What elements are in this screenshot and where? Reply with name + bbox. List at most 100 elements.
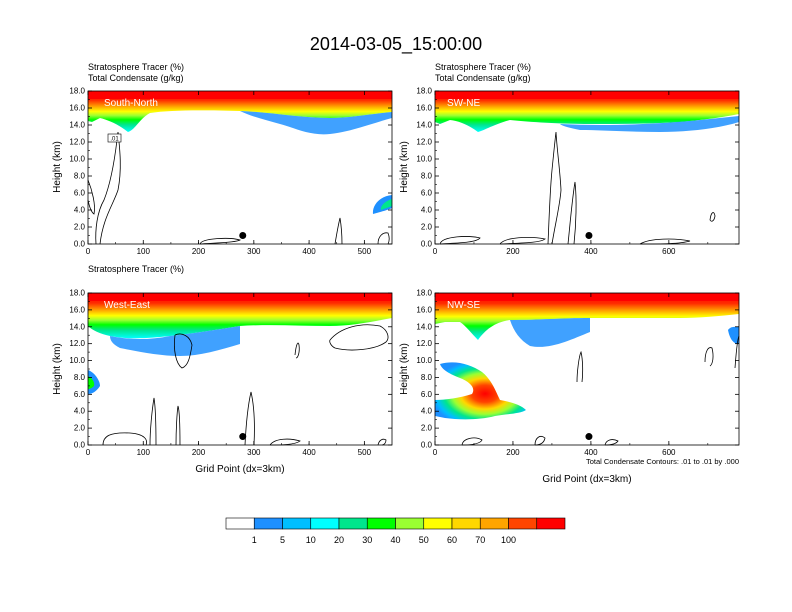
y-tick-label: 14.0 xyxy=(416,322,432,331)
panel-west-east: Stratosphere Tracer (%) West-East 0.0 2.0… xyxy=(52,264,393,475)
condensate-contour xyxy=(567,181,577,245)
colorbar-swatch xyxy=(395,517,425,530)
y-tick-label: 16.0 xyxy=(69,305,85,314)
x-tick-label: 0 xyxy=(86,247,91,256)
x-axis-label: Grid Point (dx=3km) xyxy=(195,464,284,475)
axes: 0.0 2.0 4.0 6.0 8.0 10.0 12.0 14.0 16.0 18.0 0 200 4… xyxy=(416,289,739,457)
x-tick-label: 600 xyxy=(662,448,676,457)
colorbar-swatch xyxy=(536,517,566,530)
plot-area: SW-NE xyxy=(434,90,740,245)
x-tick-label: 400 xyxy=(302,247,316,256)
colorbar-swatch xyxy=(310,517,340,530)
y-tick-label: 16.0 xyxy=(416,104,432,113)
y-tick-label: 12.0 xyxy=(416,339,432,348)
contour-label: .01 xyxy=(110,137,119,143)
condensate-contour xyxy=(87,179,95,215)
y-axis-label: Height (km) xyxy=(52,141,63,193)
panel-title-line1: Stratosphere Tracer (%) xyxy=(435,62,531,72)
x-tick-label: 200 xyxy=(506,247,520,256)
y-tick-label: 4.0 xyxy=(74,206,86,215)
condensate-contour xyxy=(377,232,390,245)
panel-title-line2: Total Condensate (g/kg) xyxy=(88,73,184,83)
plot-area: NW-SE xyxy=(434,292,740,446)
panel-label: South-North xyxy=(104,98,158,109)
y-tick-label: 18.0 xyxy=(416,87,432,96)
condensate-contour xyxy=(709,212,716,222)
x-tick-label: 0 xyxy=(86,448,91,457)
y-tick-label: 8.0 xyxy=(421,172,433,181)
y-tick-label: 8.0 xyxy=(74,373,86,382)
y-tick-label: 10.0 xyxy=(69,356,85,365)
colorbar-swatch xyxy=(423,517,453,530)
condensate-contour xyxy=(149,397,157,446)
y-tick-label: 2.0 xyxy=(74,424,86,433)
tracer-band xyxy=(88,293,392,339)
tracer-band xyxy=(435,91,739,132)
colorbar-swatch xyxy=(479,517,509,530)
tracer-band xyxy=(435,293,739,340)
colorbar-label: 5 xyxy=(280,535,285,545)
y-tick-label: 10.0 xyxy=(416,356,432,365)
y-tick-label: 16.0 xyxy=(416,305,432,314)
tracer-band-blue-edge xyxy=(110,326,240,356)
y-tick-label: 2.0 xyxy=(421,223,433,232)
y-tick-label: 10.0 xyxy=(69,155,85,164)
tracer-band xyxy=(88,91,392,132)
panel-title-line1: Stratosphere Tracer (%) xyxy=(88,62,184,72)
x-tick-label: 400 xyxy=(302,448,316,457)
panel-label: SW-NE xyxy=(447,98,480,109)
x-tick-label: 200 xyxy=(192,247,206,256)
colorbar-label: 10 xyxy=(306,535,316,545)
condensate-contour xyxy=(329,324,389,351)
y-tick-label: 18.0 xyxy=(69,289,85,298)
condensate-contour xyxy=(499,237,546,245)
y-tick-label: 14.0 xyxy=(69,121,85,130)
colorbar-swatch xyxy=(366,517,396,530)
y-tick-label: 8.0 xyxy=(421,373,433,382)
y-tick-label: 18.0 xyxy=(416,289,432,298)
y-tick-label: 6.0 xyxy=(74,390,86,399)
x-tick-label: 400 xyxy=(584,448,598,457)
axes: 0.0 2.0 4.0 6.0 8.0 10.0 12.0 14.0 16.0 18.0 0 100 2… xyxy=(69,87,392,256)
x-tick-label: 100 xyxy=(137,247,151,256)
colorbar: 1 5 10 20 30 40 50 60 70 100 xyxy=(225,517,566,545)
colorbar-label: 30 xyxy=(362,535,372,545)
x-tick-label: 100 xyxy=(137,448,151,457)
contour-label-box xyxy=(107,133,122,143)
condensate-contour xyxy=(334,217,343,245)
x-tick-label: 500 xyxy=(358,247,372,256)
panel-label: West-East xyxy=(104,300,150,311)
x-tick-label: 400 xyxy=(584,247,598,256)
plot-area: .01 South-North xyxy=(87,90,393,245)
panel-nw-se: NW-SE 0.0 2.0 4.0 6.0 8.0 10.0 12.0 14.0 16.0 18.… xyxy=(399,289,740,485)
colorbar-swatch xyxy=(508,517,538,530)
x-tick-label: 300 xyxy=(247,247,261,256)
plot-area: West-East xyxy=(87,292,393,446)
condensate-contour xyxy=(534,436,546,446)
colorbar-swatch xyxy=(253,517,283,530)
condensate-contour xyxy=(704,347,714,367)
tracer-lowlevel-right xyxy=(372,195,392,214)
y-tick-label: 0.0 xyxy=(421,240,433,249)
y-tick-label: 0.0 xyxy=(74,441,86,450)
condensate-contour xyxy=(175,405,181,446)
y-tick-label: 2.0 xyxy=(421,424,433,433)
tracer-band-blue-edge xyxy=(240,111,392,135)
colorbar-label: 40 xyxy=(390,535,400,545)
tracer-band-blue-edge xyxy=(560,116,739,132)
y-tick-label: 12.0 xyxy=(69,138,85,147)
condensate-contour xyxy=(244,391,255,446)
colorbar-label: 60 xyxy=(447,535,457,545)
figure-title: 2014-03-05_15:00:00 xyxy=(310,34,482,55)
condensate-contour xyxy=(576,350,584,383)
x-tick-label: 600 xyxy=(662,247,676,256)
y-tick-label: 18.0 xyxy=(69,87,85,96)
x-tick-label: 200 xyxy=(192,448,206,457)
condensate-contour xyxy=(734,335,740,369)
colorbar-swatch xyxy=(338,517,368,530)
condensate-contour xyxy=(377,438,387,446)
y-tick-label: 2.0 xyxy=(74,223,86,232)
contour-note: Total Condensate Contours: .01 to .01 by… xyxy=(586,457,739,466)
y-tick-label: 6.0 xyxy=(421,390,433,399)
y-tick-label: 6.0 xyxy=(74,189,86,198)
